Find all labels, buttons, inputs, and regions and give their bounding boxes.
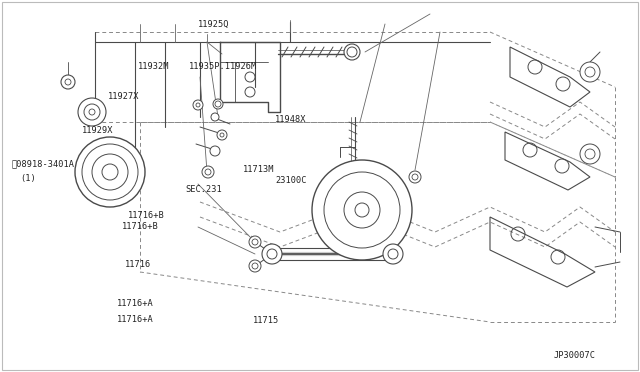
Circle shape bbox=[409, 171, 421, 183]
Text: (1): (1) bbox=[20, 174, 36, 183]
Text: 11716+B: 11716+B bbox=[122, 222, 158, 231]
Circle shape bbox=[78, 98, 106, 126]
Text: 11716: 11716 bbox=[125, 260, 151, 269]
Circle shape bbox=[193, 100, 203, 110]
Text: 11929X: 11929X bbox=[82, 126, 113, 135]
Circle shape bbox=[344, 44, 360, 60]
Text: ⓝ08918-3401A: ⓝ08918-3401A bbox=[12, 159, 74, 168]
Circle shape bbox=[262, 244, 282, 264]
Text: 11716+A: 11716+A bbox=[117, 299, 154, 308]
Circle shape bbox=[580, 62, 600, 82]
Circle shape bbox=[210, 146, 220, 156]
Circle shape bbox=[75, 137, 145, 207]
Text: 11713M: 11713M bbox=[243, 165, 275, 174]
Text: 11935P.11926M: 11935P.11926M bbox=[189, 62, 257, 71]
Circle shape bbox=[213, 99, 223, 109]
Circle shape bbox=[580, 144, 600, 164]
Text: SEC.231: SEC.231 bbox=[186, 185, 222, 194]
Text: 11927X: 11927X bbox=[108, 92, 139, 101]
Circle shape bbox=[202, 166, 214, 178]
Text: 11716+B: 11716+B bbox=[128, 211, 164, 220]
Circle shape bbox=[312, 160, 412, 260]
Text: 11715: 11715 bbox=[253, 316, 279, 325]
Circle shape bbox=[61, 75, 75, 89]
Circle shape bbox=[211, 113, 219, 121]
Text: 11716+A: 11716+A bbox=[117, 315, 154, 324]
Circle shape bbox=[249, 236, 261, 248]
Text: JP30007C: JP30007C bbox=[553, 351, 595, 360]
Circle shape bbox=[383, 244, 403, 264]
Text: 11948X: 11948X bbox=[275, 115, 307, 124]
Text: 11932M: 11932M bbox=[138, 62, 169, 71]
Circle shape bbox=[249, 260, 261, 272]
Circle shape bbox=[217, 130, 227, 140]
Text: 23100C: 23100C bbox=[275, 176, 307, 185]
Text: 11925Q: 11925Q bbox=[198, 20, 230, 29]
